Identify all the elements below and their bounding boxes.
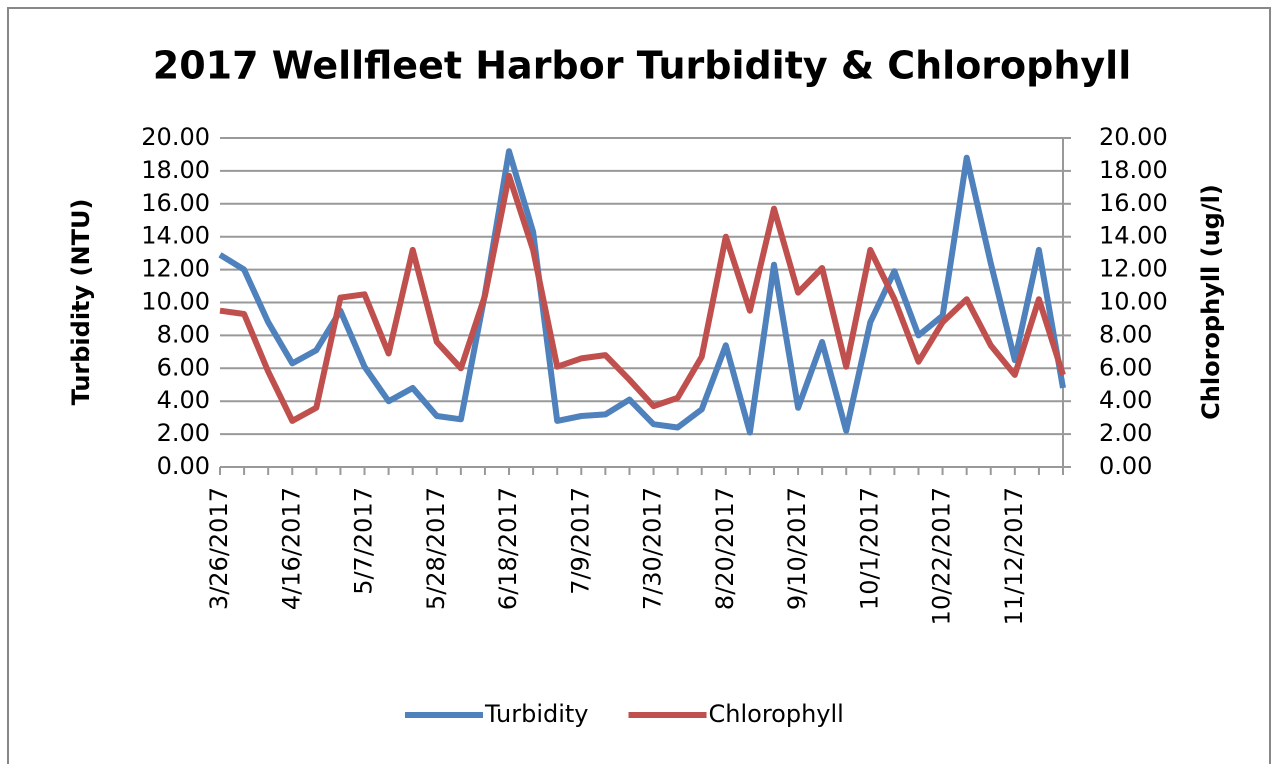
y-tick-label: 2.00 xyxy=(157,419,210,447)
line-series xyxy=(218,148,1066,436)
y2-tick-label: 12.00 xyxy=(1099,255,1168,283)
x-tick-label: 4/16/2017 xyxy=(277,487,305,610)
x-tick-label: 7/30/2017 xyxy=(639,487,667,610)
x-tick-label: 7/9/2017 xyxy=(566,487,594,595)
y-tick-label: 18.00 xyxy=(141,156,210,184)
y2-tick-label: 6.00 xyxy=(1099,353,1152,381)
y-tick-label: 0.00 xyxy=(157,452,210,480)
y2-tick-label: 18.00 xyxy=(1099,156,1168,184)
y2-tick-label: 10.00 xyxy=(1099,288,1168,316)
y-tick-label: 16.00 xyxy=(141,189,210,217)
y2-tick-label: 20.00 xyxy=(1099,123,1168,151)
y-axis-title: Turbidity (NTU) xyxy=(67,199,95,406)
line-series xyxy=(219,172,1066,424)
y-tick-label: 14.00 xyxy=(141,222,210,250)
y-tick-label: 4.00 xyxy=(157,386,210,414)
y-tick-label: 6.00 xyxy=(157,353,210,381)
x-tick-label: 10/1/2017 xyxy=(855,487,883,610)
y2-tick-label: 0.00 xyxy=(1099,452,1152,480)
y2-axis-title: Chlorophyll (ug/l) xyxy=(1197,184,1225,420)
legend-label: Turbidity xyxy=(484,700,589,728)
x-tick-label: 6/18/2017 xyxy=(494,487,522,610)
y2-tick-label: 2.00 xyxy=(1099,419,1152,447)
y-tick-label: 20.00 xyxy=(141,123,210,151)
y2-tick-label: 4.00 xyxy=(1099,386,1152,414)
x-tick-label: 10/22/2017 xyxy=(928,487,956,625)
y2-tick-label: 8.00 xyxy=(1099,320,1152,348)
x-tick-label: 3/26/2017 xyxy=(205,487,233,610)
legend-label: Chlorophyll xyxy=(709,700,844,728)
x-tick-label: 11/12/2017 xyxy=(1000,487,1028,625)
y-tick-label: 12.00 xyxy=(141,255,210,283)
y-tick-label: 10.00 xyxy=(141,288,210,316)
y2-tick-label: 16.00 xyxy=(1099,189,1168,217)
y2-tick-label: 14.00 xyxy=(1099,222,1168,250)
x-tick-label: 8/20/2017 xyxy=(711,487,739,610)
x-tick-label: 9/10/2017 xyxy=(783,487,811,610)
chart-title: 2017 Wellfleet Harbor Turbidity & Chloro… xyxy=(153,44,1131,88)
y-tick-label: 8.00 xyxy=(157,320,210,348)
x-tick-label: 5/28/2017 xyxy=(422,487,450,610)
x-tick-label: 5/7/2017 xyxy=(350,487,378,595)
